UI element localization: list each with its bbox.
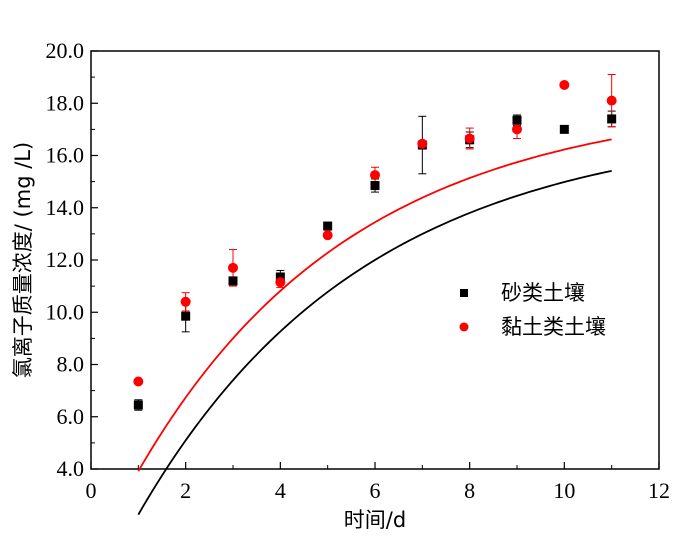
point-square bbox=[370, 181, 380, 191]
x-tick-label: 4 bbox=[275, 478, 286, 503]
point-square bbox=[512, 115, 522, 125]
y-axis: 4.0 6.0 8.0 10.0 12.0 14.0 16.0 18.0 20.0 bbox=[46, 38, 98, 481]
point-square bbox=[323, 221, 333, 231]
point-circle bbox=[606, 95, 617, 106]
y-tick-label: 20.0 bbox=[46, 38, 85, 63]
x-tick-label: 10 bbox=[553, 478, 575, 503]
y-tick-label: 14.0 bbox=[46, 195, 85, 220]
y-tick-label: 8.0 bbox=[57, 352, 85, 377]
x-tick-label: 0 bbox=[86, 478, 97, 503]
y-tick-label: 12.0 bbox=[46, 247, 85, 272]
x-axis-title: 时间/d bbox=[344, 508, 406, 532]
y-tick-label: 18.0 bbox=[46, 90, 85, 115]
x-tick-label: 8 bbox=[464, 478, 475, 503]
point-circle bbox=[275, 277, 286, 288]
legend-marker-square bbox=[460, 289, 468, 297]
point-square bbox=[181, 311, 191, 321]
point-circle bbox=[559, 79, 570, 90]
y-tick-label: 4.0 bbox=[57, 456, 85, 481]
point-circle bbox=[180, 296, 191, 307]
fit-curve bbox=[137, 169, 612, 516]
error-bars bbox=[134, 74, 616, 411]
x-axis: 0 2 4 6 8 10 12 bbox=[86, 462, 670, 503]
point-square bbox=[228, 276, 238, 286]
legend-label: 黏土类土壤 bbox=[501, 315, 606, 339]
fit-curves bbox=[137, 138, 612, 516]
y-tick-label: 16.0 bbox=[46, 143, 85, 168]
point-circle bbox=[370, 170, 380, 181]
legend-marker-circle bbox=[459, 322, 469, 332]
y-axis-title: 氯离子质量浓度/ (mg /L) bbox=[11, 142, 35, 378]
point-circle bbox=[228, 262, 238, 273]
y-tick-label: 10.0 bbox=[46, 299, 85, 324]
point-circle bbox=[133, 376, 144, 387]
point-square bbox=[607, 114, 617, 124]
point-square bbox=[559, 124, 569, 134]
data-points bbox=[133, 79, 617, 410]
legend-label: 砂类土壤 bbox=[501, 281, 585, 305]
point-circle bbox=[464, 133, 475, 144]
x-tick-label: 6 bbox=[370, 478, 381, 503]
x-tick-label: 12 bbox=[648, 478, 670, 503]
x-tick-label: 2 bbox=[180, 478, 191, 503]
point-circle bbox=[512, 124, 522, 135]
point-circle bbox=[417, 138, 428, 149]
point-square bbox=[133, 400, 143, 410]
y-tick-label: 6.0 bbox=[57, 404, 85, 429]
point-square bbox=[275, 272, 285, 282]
point-circle bbox=[322, 230, 333, 241]
fit-curve bbox=[137, 138, 612, 472]
